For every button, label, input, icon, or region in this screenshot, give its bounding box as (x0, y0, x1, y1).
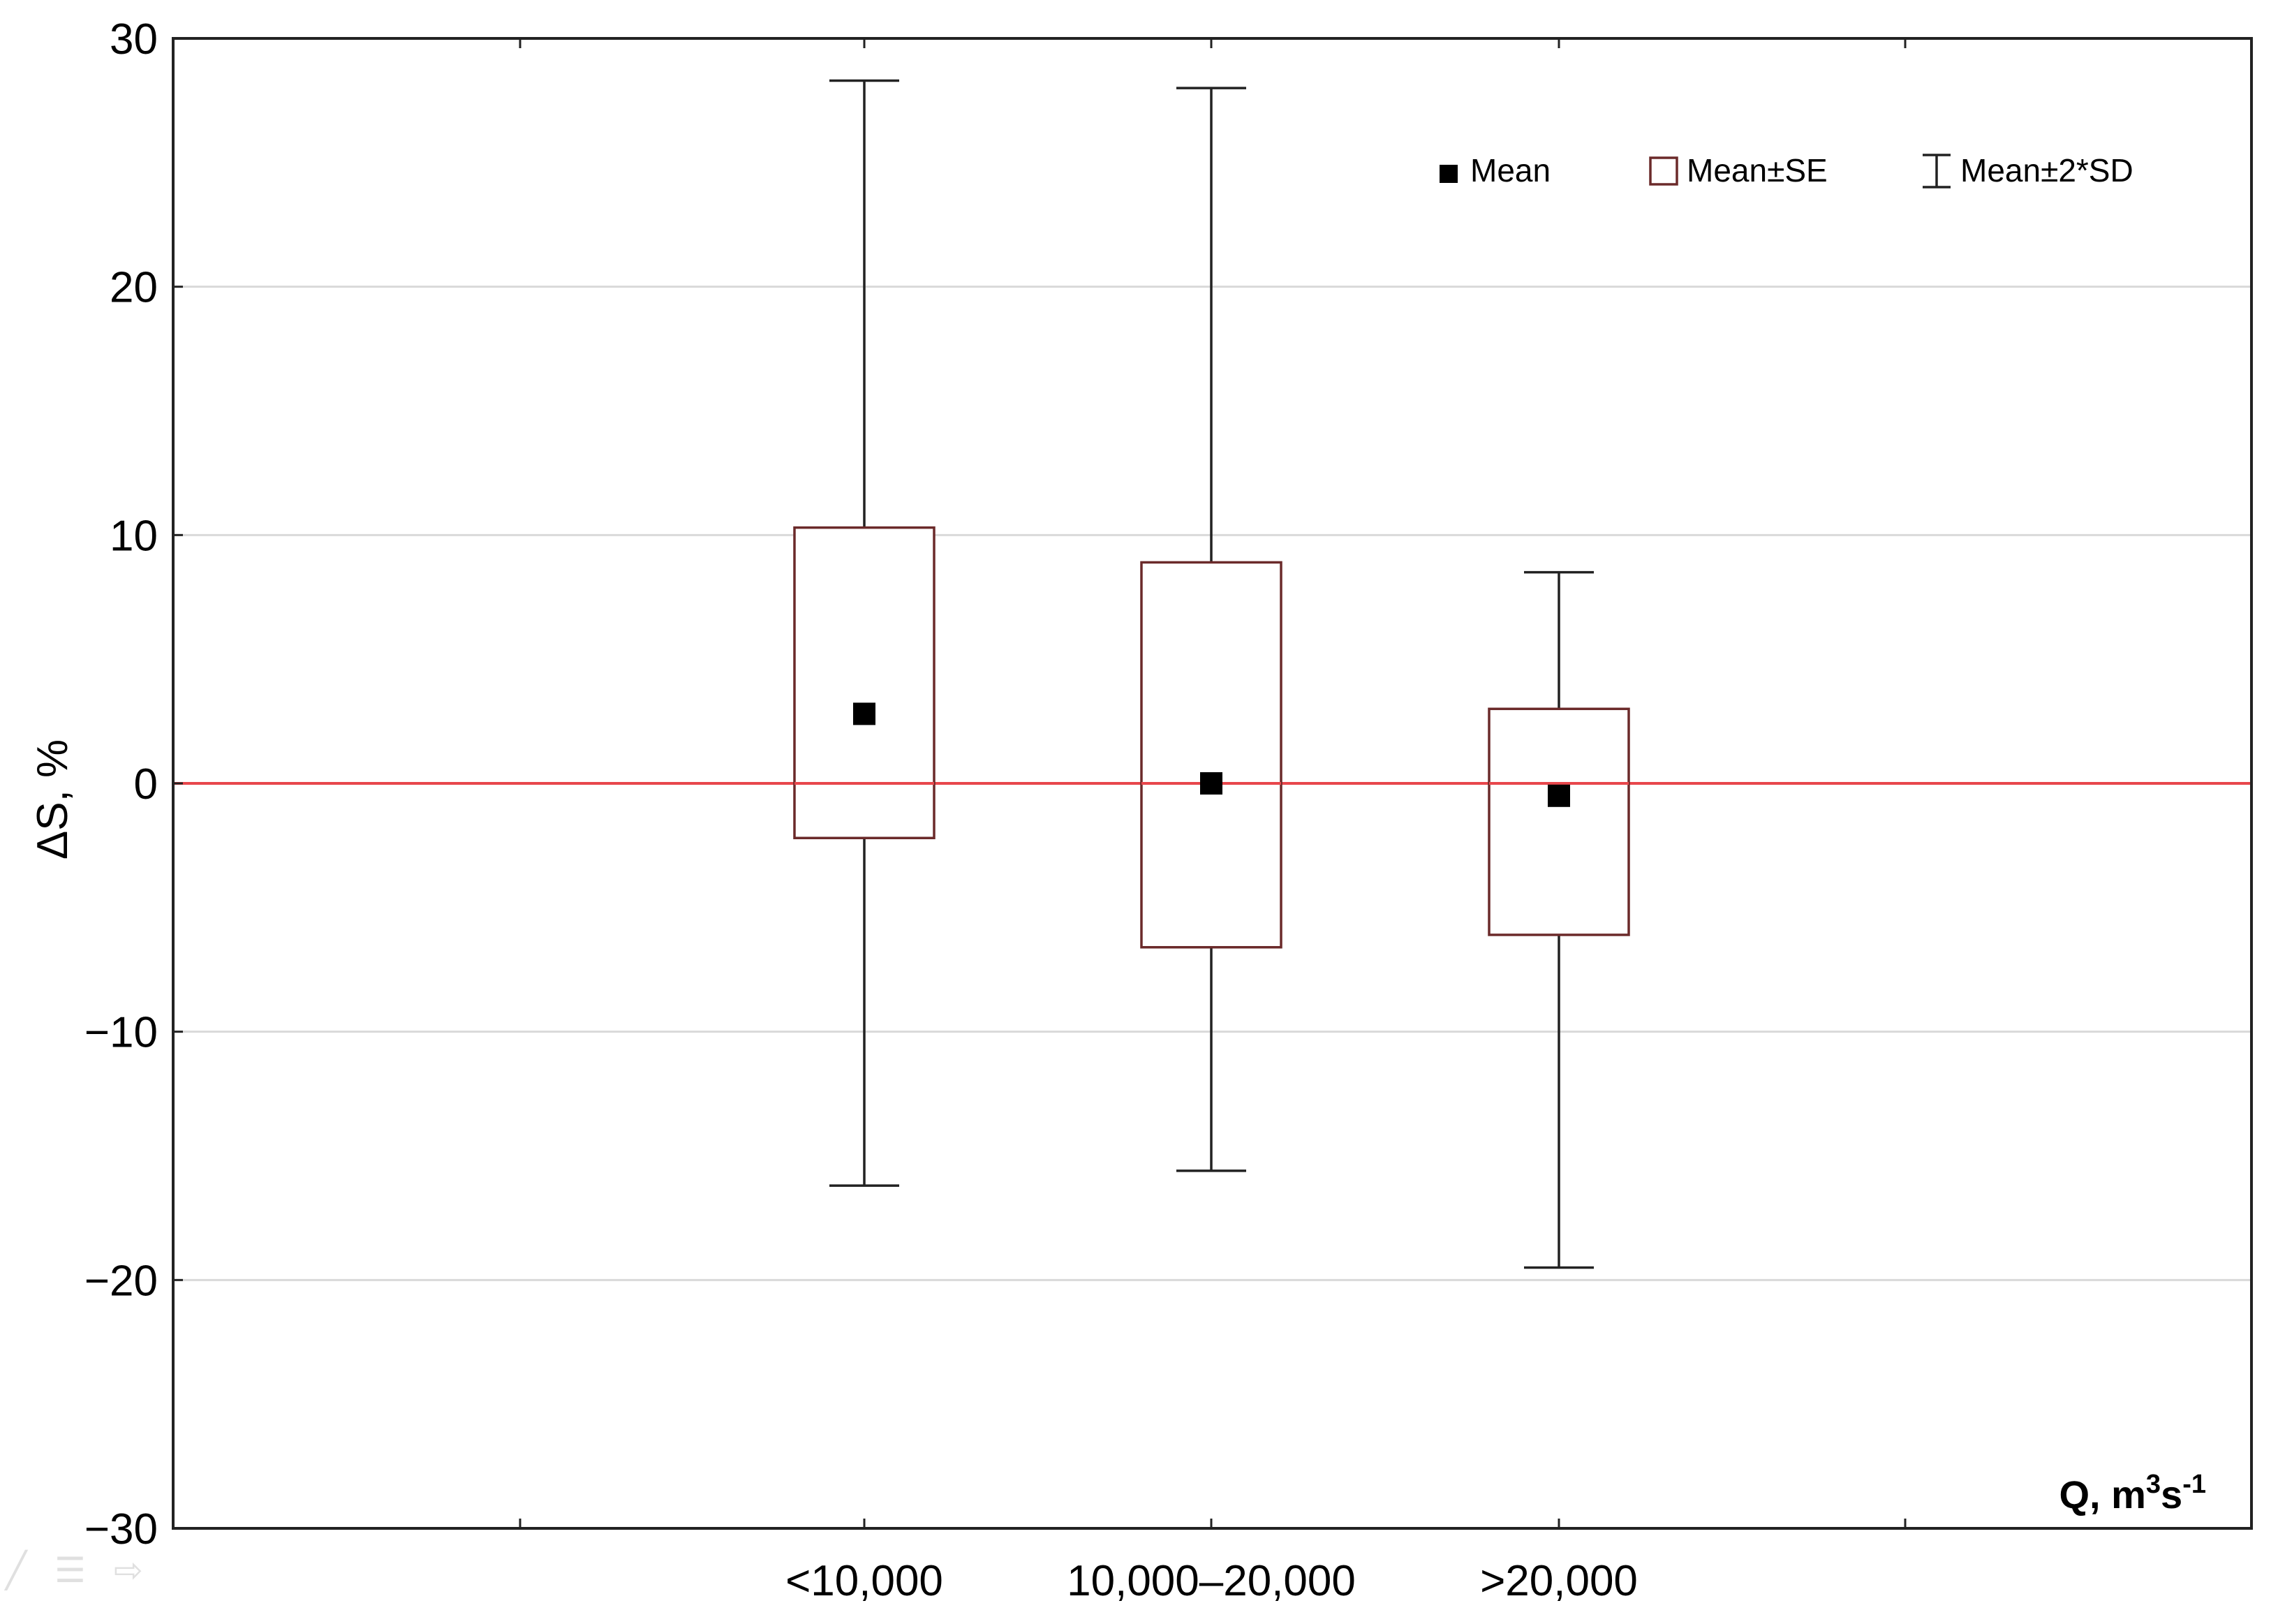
legend-se-label: Mean±SE (1687, 152, 1828, 189)
y-tick-label-6: 30 (110, 15, 158, 64)
y-tick-labels: −30 −20 −10 0 10 20 30 (84, 15, 183, 1553)
legend-sd-label: Mean±2*SD (1960, 152, 2133, 189)
se-box-0 (793, 526, 935, 839)
y-tick-label-2: −10 (84, 1009, 158, 1057)
x-tick-marks (519, 38, 1907, 1528)
se-box-1 (1140, 561, 1282, 949)
y-tick-label-5: 20 (110, 264, 158, 312)
box-group-2 (1488, 570, 1630, 1269)
box-group-1 (1140, 87, 1282, 1172)
y-tick-label-0: −30 (84, 1505, 158, 1553)
x-axis-title-sup1: 3 (2146, 1470, 2161, 1499)
mean-point-2 (1548, 784, 1570, 807)
menu-icon[interactable]: ☰ (54, 1550, 86, 1590)
legend-se-marker (1649, 156, 1678, 186)
mean-point-1 (1200, 772, 1222, 795)
x-category-label-0: <10,000 (785, 1557, 943, 1605)
legend-sd-marker (1923, 154, 1951, 189)
x-category-labels: <10,000 10,000–20,000 >20,000 (785, 1557, 1638, 1605)
next-arrow-icon[interactable]: ⇨ (113, 1550, 143, 1590)
x-category-label-2: >20,000 (1480, 1557, 1638, 1605)
y-tick-label-3: 0 (134, 760, 158, 809)
legend-mean-marker (1440, 165, 1458, 183)
slide-controls: ╱ ☰ ⇨ (6, 1550, 143, 1590)
y-tick-label-1: −20 (84, 1257, 158, 1305)
y-axis-title: ΔS, % (29, 739, 77, 859)
legend: Mean Mean±SE Mean±2*SD (1440, 152, 2133, 189)
legend-mean-label: Mean (1470, 152, 1551, 189)
pen-icon[interactable]: ╱ (6, 1550, 27, 1590)
series-group (793, 79, 1630, 1269)
y-tick-label-4: 10 (110, 512, 158, 560)
x-axis-title-base: Q, m (2059, 1472, 2145, 1516)
x-category-label-1: 10,000–20,000 (1067, 1557, 1356, 1605)
x-axis-title-mid: s (2161, 1472, 2182, 1516)
x-axis-title-sup2: -1 (2182, 1470, 2206, 1499)
se-box-2 (1488, 707, 1630, 936)
box-group-0 (793, 79, 935, 1187)
x-axis-title: Q, m3s-1 (2059, 1470, 2206, 1516)
mean-point-0 (853, 702, 875, 725)
